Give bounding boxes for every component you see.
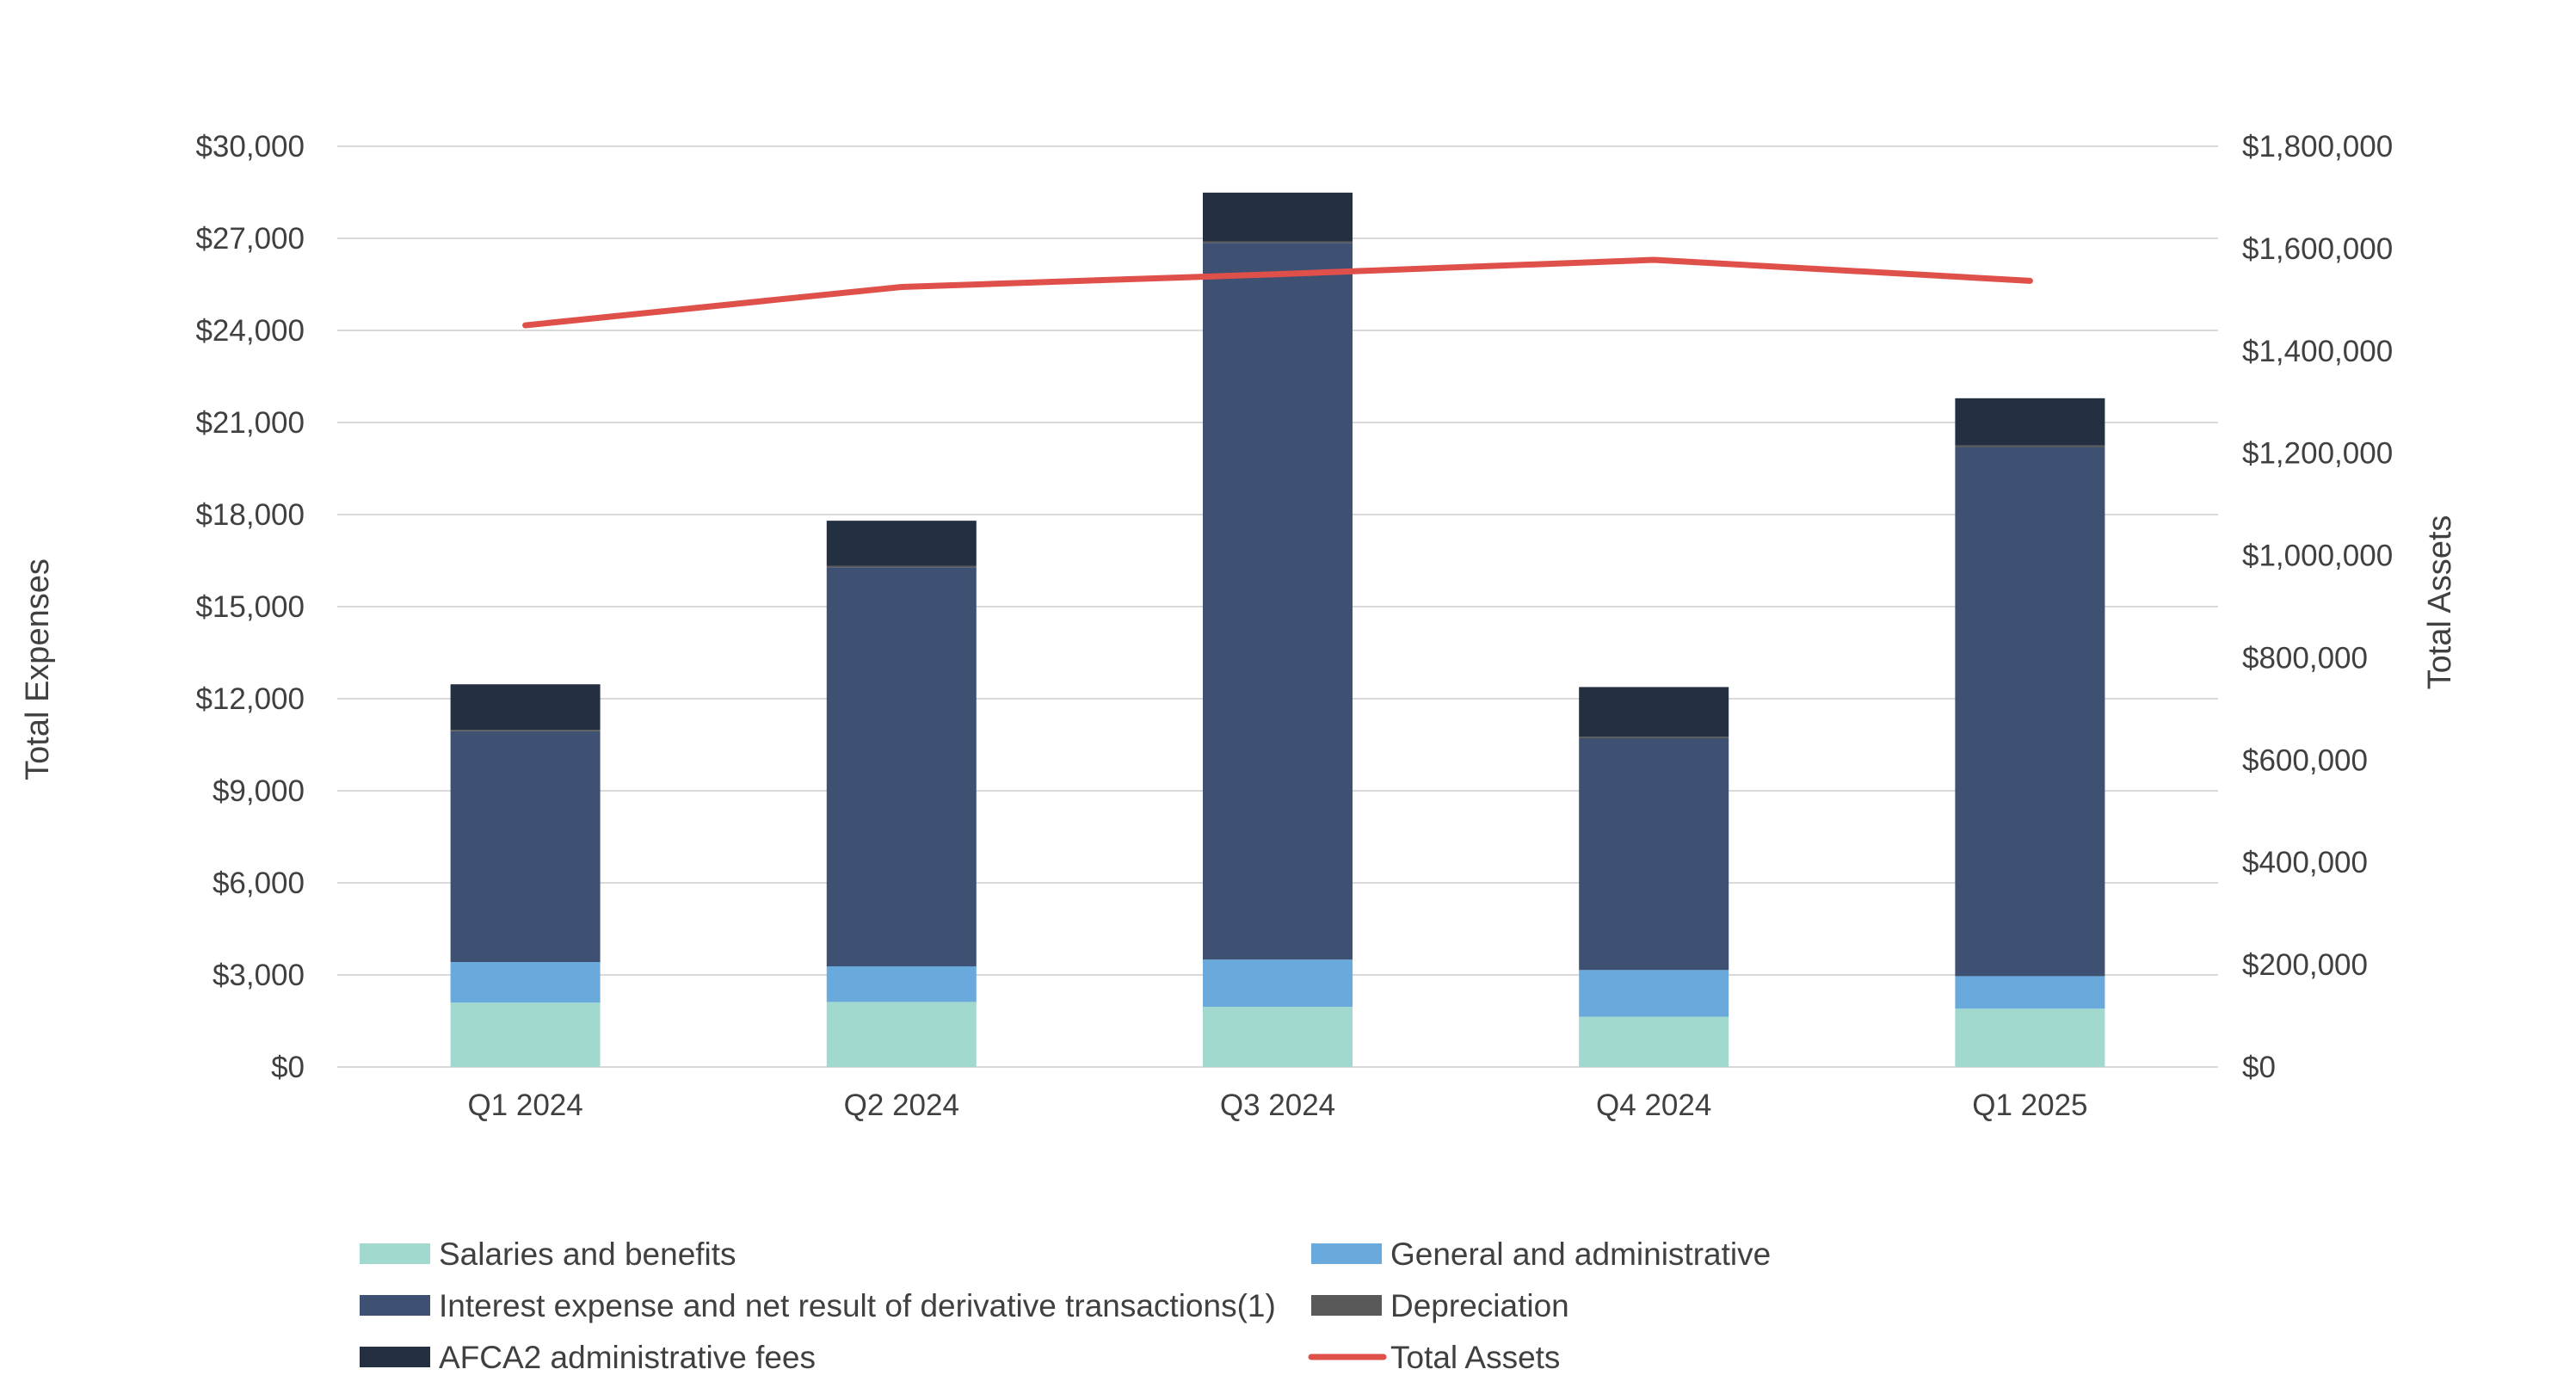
x-tick-label: Q2 2024 xyxy=(844,1089,959,1122)
legend-label: AFCA2 administrative fees xyxy=(439,1340,816,1375)
bar-segment xyxy=(826,1002,977,1067)
legend-item: Total Assets xyxy=(1308,1340,1560,1375)
bar-segment xyxy=(826,565,977,568)
y-tick-label: $18,000 xyxy=(195,498,305,532)
y2-tick-label: $1,400,000 xyxy=(2242,335,2393,368)
legend-item: Salaries and benefits xyxy=(360,1237,736,1272)
legend-label: Total Assets xyxy=(1390,1340,1560,1375)
y-tick-label: $12,000 xyxy=(195,682,305,716)
y-tick-label: $6,000 xyxy=(213,867,305,900)
x-axis-ticks: Q1 2024 Q2 2024 Q3 2024 Q4 2024 Q1 2025 xyxy=(467,1089,2087,1122)
y-tick-label: $15,000 xyxy=(195,590,305,624)
bar-segment xyxy=(1579,737,1729,739)
bar-segment xyxy=(1203,959,1353,1008)
bar-segment xyxy=(1203,243,1353,960)
bar-segment xyxy=(1579,1016,1729,1067)
y-axis-title: Total Expenses xyxy=(20,558,56,780)
y2-tick-label: $1,000,000 xyxy=(2242,540,2393,573)
legend-label: Depreciation xyxy=(1390,1288,1569,1323)
line-series xyxy=(522,256,2033,329)
bar-segment xyxy=(1203,241,1353,244)
y2-tick-label: $1,800,000 xyxy=(2242,130,2393,163)
y-tick-label: $9,000 xyxy=(213,774,305,808)
legend-item: Depreciation xyxy=(1311,1288,1569,1323)
bar-segment xyxy=(1579,970,1729,1017)
legend-item: AFCA2 administrative fees xyxy=(360,1340,816,1375)
bar-segment xyxy=(1955,976,2105,1009)
x-tick-label: Q1 2024 xyxy=(467,1089,582,1122)
y-tick-label: $0 xyxy=(271,1051,305,1084)
bar-segment xyxy=(1579,738,1729,971)
legend-swatch xyxy=(360,1295,430,1316)
y-tick-label: $30,000 xyxy=(195,130,305,163)
y2-tick-label: $1,200,000 xyxy=(2242,437,2393,471)
bar-segment xyxy=(1579,687,1729,737)
bar-series xyxy=(450,192,2105,1067)
bar-segment xyxy=(826,567,977,967)
bar-segment xyxy=(450,1002,601,1067)
y2-tick-label: $600,000 xyxy=(2242,743,2368,777)
y-tick-label: $24,000 xyxy=(195,314,305,348)
legend: Salaries and benefits General and adminis… xyxy=(360,1237,1771,1375)
x-tick-label: Q3 2024 xyxy=(1220,1089,1335,1122)
left-axis-ticks: $0 $3,000 $6,000 $9,000 $12,000 $15,000 $18,00… xyxy=(195,130,305,1084)
y2-axis-title: Total Assets xyxy=(2422,515,2458,690)
x-tick-label: Q4 2024 xyxy=(1596,1089,1711,1122)
legend-swatch xyxy=(360,1347,430,1367)
legend-label: Interest expense and net result of deriv… xyxy=(439,1288,1276,1323)
y-tick-label: $27,000 xyxy=(195,222,305,256)
bar-segment xyxy=(1955,447,2105,977)
legend-label: General and administrative xyxy=(1390,1237,1771,1272)
total-assets-line xyxy=(522,256,2033,329)
bar-segment xyxy=(450,684,601,731)
bar-segment xyxy=(450,730,601,731)
y2-tick-label: $200,000 xyxy=(2242,948,2368,982)
y-tick-label: $3,000 xyxy=(213,959,305,992)
y2-tick-label: $0 xyxy=(2242,1051,2276,1084)
y2-tick-label: $1,600,000 xyxy=(2242,232,2393,266)
legend-label: Salaries and benefits xyxy=(439,1237,736,1272)
bar-segment xyxy=(1955,398,2105,446)
y-tick-label: $21,000 xyxy=(195,406,305,440)
legend-swatch xyxy=(360,1243,430,1264)
bar-segment xyxy=(1955,445,2105,447)
y2-tick-label: $800,000 xyxy=(2242,641,2368,675)
bar-segment xyxy=(450,731,601,963)
legend-swatch xyxy=(1311,1295,1382,1316)
legend-item: Interest expense and net result of deriv… xyxy=(360,1288,1276,1323)
legend-swatch xyxy=(1311,1243,1382,1264)
bar-segment xyxy=(826,521,977,566)
legend-item: General and administrative xyxy=(1311,1237,1771,1272)
y2-tick-label: $400,000 xyxy=(2242,846,2368,879)
bar-segment xyxy=(1955,1008,2105,1067)
x-tick-label: Q1 2025 xyxy=(1972,1089,2087,1122)
bar-segment xyxy=(1203,192,1353,242)
bar-segment xyxy=(826,966,977,1002)
bar-segment xyxy=(450,962,601,1003)
bar-segment xyxy=(1203,1007,1353,1067)
right-axis-ticks: $0 $200,000 $400,000 $600,000 $800,000 $1,000… xyxy=(2242,130,2393,1084)
